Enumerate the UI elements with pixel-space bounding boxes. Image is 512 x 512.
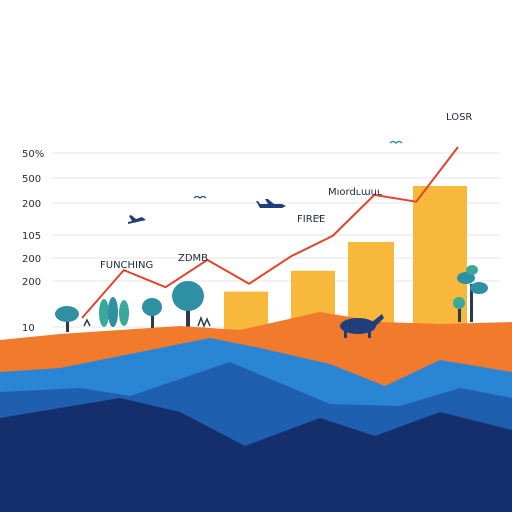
bar-0 <box>224 291 268 330</box>
y-tick-label-2: 200 <box>22 199 41 210</box>
airplane-icon <box>128 199 286 224</box>
annotation-1: Mıordʟɯuʟ <box>328 187 382 198</box>
annotation-4: ZDMB <box>178 253 208 264</box>
y-tick-label-0: 50% <box>22 149 44 160</box>
y-tick-label-6: 10 <box>22 323 35 334</box>
annotation-0: LOSR <box>446 112 472 123</box>
animal-icon <box>340 314 384 338</box>
bar-2 <box>348 242 394 330</box>
y-tick-label-3: 105 <box>22 231 41 242</box>
y-tick-label-5: 200 <box>22 277 41 288</box>
tree-icon <box>453 265 488 322</box>
gridlines <box>52 152 500 328</box>
y-tick-label-1: 500 <box>22 174 41 185</box>
tree-icon <box>55 281 211 332</box>
annotations: LOSR Mıordʟɯuʟ FIRE̛E FUNCHING ZDMB <box>100 112 472 271</box>
blue-dark-layer <box>0 398 512 512</box>
bird-icon <box>193 140 403 200</box>
annotation-3: FUNCHING <box>100 260 153 271</box>
annotation-2: FIRE̛E <box>297 214 325 225</box>
landscape-layers <box>0 312 512 512</box>
trend-line <box>81 146 459 319</box>
y-tick-label-4: 200 <box>22 254 41 265</box>
y-axis: 50% 500 200 105 200 200 10 <box>22 149 44 334</box>
